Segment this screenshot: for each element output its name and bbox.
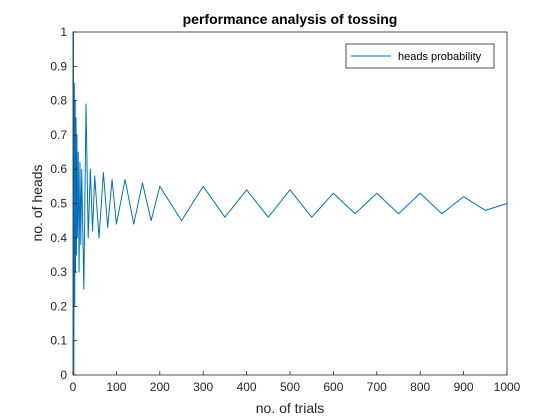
x-tick-label: 400 (237, 380, 257, 394)
plot-area (73, 32, 507, 375)
legend: heads probability (345, 43, 495, 69)
x-tick-label: 200 (150, 380, 170, 394)
x-tick-label: 300 (193, 380, 213, 394)
y-tick-label: 0.6 (50, 162, 67, 176)
data-layer (72, 31, 508, 376)
x-tick-label: 700 (367, 380, 387, 394)
y-tick-label: 0.5 (50, 197, 67, 211)
y-tick-label: 1 (60, 25, 67, 39)
y-tick-label: 0.7 (50, 128, 67, 142)
y-ticks: 0 0.1 0.2 0.3 0.4 0.5 0.6 0.7 0.8 0.9 1 (50, 25, 77, 382)
x-tick-label: 500 (280, 380, 300, 394)
y-tick-label: 0.2 (50, 299, 67, 313)
x-tick-label: 600 (323, 380, 343, 394)
x-tick-label: 0 (70, 380, 77, 394)
legend-label: heads probability (398, 51, 482, 63)
y-tick-label: 0 (60, 368, 67, 382)
x-tick-label: 800 (410, 380, 430, 394)
x-tick-label: 100 (106, 380, 126, 394)
y-tick-label: 0.8 (50, 94, 67, 108)
y-tick-label: 0.3 (50, 265, 67, 279)
y-tick-label: 0.9 (50, 59, 67, 73)
x-axis-label: no. of trials (256, 400, 324, 416)
y-axis-label: no. of heads (29, 164, 45, 241)
x-ticks: 0 100 200 300 400 500 600 700 800 900 1000 (70, 371, 521, 394)
x-tick-label: 900 (454, 380, 474, 394)
y-tick-label: 0.4 (50, 231, 67, 245)
x-tick-label: 1000 (494, 380, 521, 394)
chart-title: performance analysis of tossing (183, 11, 398, 27)
y-tick-label: 0.1 (50, 334, 67, 348)
series-line-0 (72, 31, 508, 376)
